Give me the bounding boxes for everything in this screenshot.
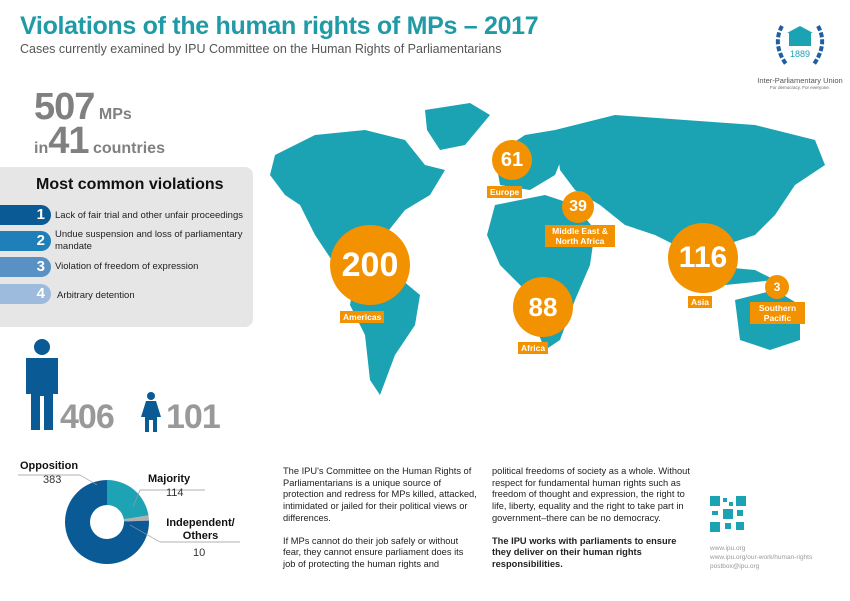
region-count-americas: 200 <box>330 225 410 305</box>
rank-badge: 3 <box>0 257 51 277</box>
region-count-africa: 88 <box>513 277 573 337</box>
region-count-asia: 116 <box>668 223 738 293</box>
rank-badge: 1 <box>0 205 51 225</box>
opposition-value: 383 <box>43 474 62 486</box>
independent-value: 10 <box>193 547 206 559</box>
violations-title: Most common violations <box>36 176 224 193</box>
majority-value: 114 <box>166 487 184 499</box>
link-human-rights[interactable]: www.ipu.org/our-work/human-rights <box>710 554 813 561</box>
page-title: Violations of the human rights of MPs – … <box>20 12 539 40</box>
body-paragraph: The IPU's Committee on the Human Rights … <box>283 466 477 523</box>
region-label-asia: Asia <box>688 296 712 308</box>
region-label-mena: Middle East & North Africa <box>545 225 615 247</box>
logo-org-name: Inter-Parliamentary Union <box>757 76 843 85</box>
contact-links: www.ipu.org www.ipu.org/our-work/human-r… <box>710 544 812 571</box>
violation-label: Violation of freedom of expression <box>55 261 199 272</box>
qr-code-icon[interactable] <box>710 496 746 532</box>
body-column-1: The IPU's Committee on the Human Rights … <box>283 466 478 571</box>
ipu-emblem-icon: 1889 <box>775 25 825 66</box>
link-email[interactable]: postbox@ipu.org <box>710 563 760 570</box>
asia-shape <box>555 115 825 260</box>
greenland-shape <box>425 103 490 150</box>
violation-label: Arbitrary detention <box>57 290 135 301</box>
body-paragraph: political freedoms of society as a whole… <box>492 466 690 523</box>
woman-icon <box>141 392 161 432</box>
donut-slice-majority <box>107 480 149 520</box>
opposition-label: Opposition <box>20 460 79 472</box>
region-label-americas: Americas <box>340 311 385 323</box>
violation-label: Undue suspension and loss of parliamenta… <box>55 229 243 252</box>
svg-text:1889: 1889 <box>790 49 810 59</box>
body-paragraph: If MPs cannot do their job safely or wit… <box>283 535 464 569</box>
logo-tagline: For democracy. For everyone. <box>770 85 830 90</box>
rank-badge: 2 <box>0 231 51 251</box>
violation-label: Lack of fair trial and other unfair proc… <box>55 210 243 221</box>
body-paragraph-bold: The IPU works with parliaments to ensure… <box>492 535 677 569</box>
region-count-europe: 61 <box>492 140 532 180</box>
donut-slice-independent-others <box>123 515 149 522</box>
north-america-shape <box>270 130 445 275</box>
region-label-africa: Africa <box>518 342 549 354</box>
donut-slice-opposition <box>65 480 149 564</box>
men-count: 406 <box>60 398 115 436</box>
man-icon <box>26 339 58 430</box>
independent-label: Independent/ Others <box>166 517 235 542</box>
rank-badge: 4 <box>0 284 51 304</box>
region-label-southern-pacific: Southern Pacific <box>750 302 805 324</box>
women-count: 101 <box>166 398 221 436</box>
violations-panel: Most common violations 1 Lack of fair tr… <box>0 167 253 327</box>
party-donut-chart <box>18 474 240 564</box>
total-mps: 507 MPs <box>34 86 132 128</box>
link-website[interactable]: www.ipu.org <box>710 545 746 552</box>
page-subtitle: Cases currently examined by IPU Committe… <box>20 42 502 56</box>
body-column-2: political freedoms of society as a whole… <box>492 466 692 571</box>
majority-label: Majority <box>148 473 191 485</box>
ipu-logo: 1889 Inter-Parliamentary Union For democ… <box>755 20 845 95</box>
total-countries: in41 countries <box>34 120 165 162</box>
region-count-southern-pacific: 3 <box>765 275 789 299</box>
region-count-mena: 39 <box>562 191 594 223</box>
region-label-europe: Europe <box>487 186 523 198</box>
